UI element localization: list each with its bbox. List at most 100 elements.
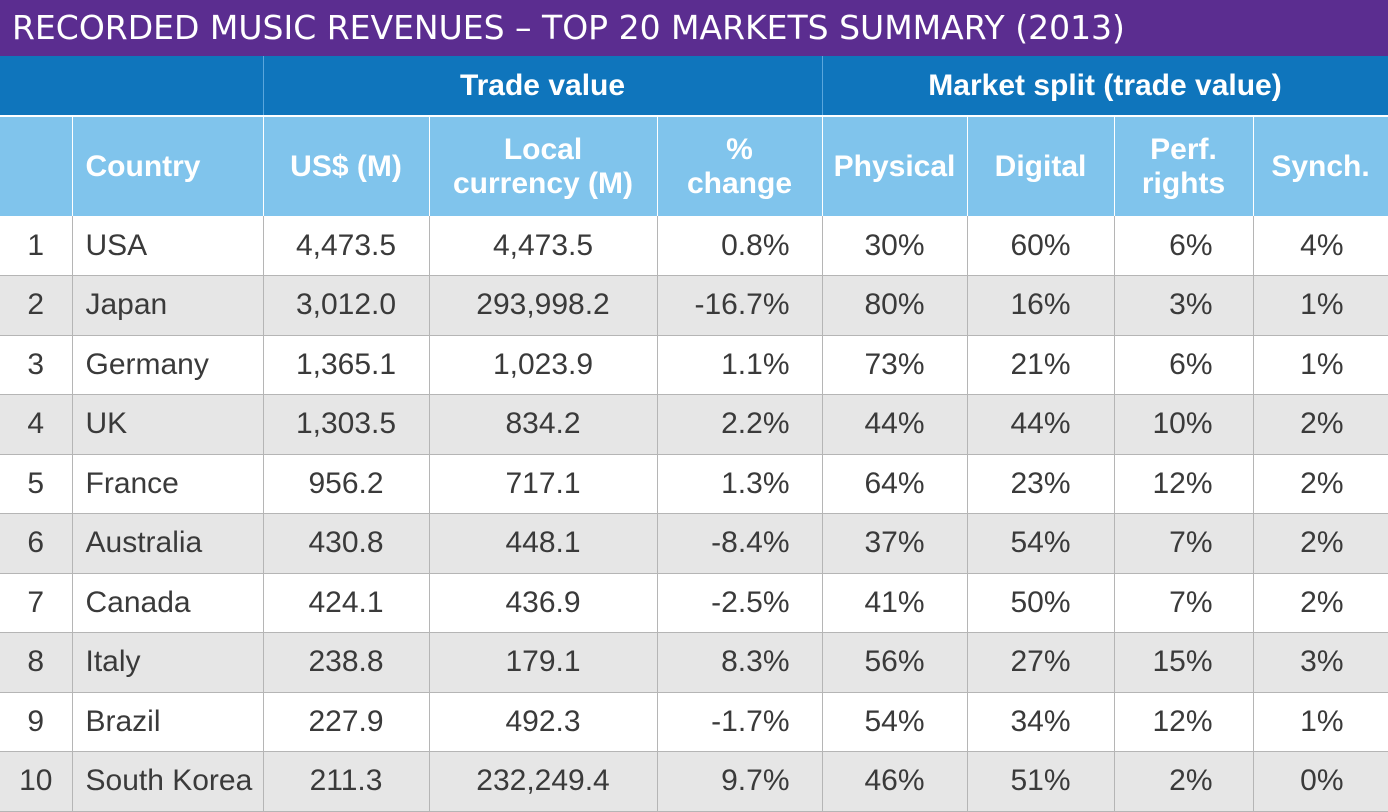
column-header-row: Country US$ (M) Local currency (M) % cha… <box>0 115 1388 216</box>
table-row: 9 Brazil 227.9 492.3 -1.7% 54% 34% 12% 1… <box>0 692 1388 752</box>
column-header-usd: US$ (M) <box>263 115 430 216</box>
cell-country: France <box>72 454 264 514</box>
table-row: 8 Italy 238.8 179.1 8.3% 56% 27% 15% 3% <box>0 632 1388 693</box>
cell-local: 4,473.5 <box>429 216 658 276</box>
cell-rank: 6 <box>0 513 73 574</box>
cell-digital: 27% <box>967 632 1115 693</box>
cell-synch: 2% <box>1253 454 1388 514</box>
cell-country: Canada <box>72 573 264 633</box>
cell-perf: 12% <box>1114 454 1254 514</box>
cell-country: USA <box>72 216 264 276</box>
cell-synch: 4% <box>1253 216 1388 276</box>
cell-digital: 60% <box>967 216 1115 276</box>
cell-perf: 10% <box>1114 394 1254 455</box>
column-header-perf-line2: rights <box>1141 166 1226 200</box>
column-header-change: % change <box>657 115 823 216</box>
cell-change: 0.8% <box>657 216 823 276</box>
table-row: 6 Australia 430.8 448.1 -8.4% 37% 54% 7%… <box>0 513 1388 574</box>
table-row: 1 USA 4,473.5 4,473.5 0.8% 30% 60% 6% 4% <box>0 216 1388 276</box>
cell-rank: 8 <box>0 632 73 693</box>
cell-local: 717.1 <box>429 454 658 514</box>
cell-synch: 2% <box>1253 573 1388 633</box>
cell-usd: 238.8 <box>263 632 430 693</box>
cell-change: -16.7% <box>657 275 823 336</box>
cell-local: 834.2 <box>429 394 658 455</box>
cell-usd: 4,473.5 <box>263 216 430 276</box>
cell-rank: 1 <box>0 216 73 276</box>
cell-digital: 50% <box>967 573 1115 633</box>
cell-digital: 44% <box>967 394 1115 455</box>
column-header-change-line1: % <box>726 132 753 166</box>
cell-local: 179.1 <box>429 632 658 693</box>
revenue-table: Trade value Market split (trade value) C… <box>0 56 1388 812</box>
group-header-trade-value: Trade value <box>263 56 823 116</box>
cell-rank: 3 <box>0 335 73 395</box>
column-header-perf-rights: Perf. rights <box>1114 115 1254 216</box>
cell-rank: 5 <box>0 454 73 514</box>
group-header-market-split: Market split (trade value) <box>822 56 1388 116</box>
cell-local: 1,023.9 <box>429 335 658 395</box>
column-header-physical: Physical <box>822 115 968 216</box>
cell-local: 436.9 <box>429 573 658 633</box>
cell-country: Italy <box>72 632 264 693</box>
cell-usd: 3,012.0 <box>263 275 430 336</box>
cell-country: Germany <box>72 335 264 395</box>
cell-perf: 7% <box>1114 573 1254 633</box>
cell-change: -8.4% <box>657 513 823 574</box>
cell-perf: 15% <box>1114 632 1254 693</box>
cell-usd: 424.1 <box>263 573 430 633</box>
column-header-rank <box>0 115 73 216</box>
group-header-row: Trade value Market split (trade value) <box>0 56 1388 116</box>
cell-digital: 51% <box>967 751 1115 812</box>
cell-local: 448.1 <box>429 513 658 574</box>
column-header-change-line2: change <box>686 166 793 200</box>
cell-digital: 23% <box>967 454 1115 514</box>
cell-change: 8.3% <box>657 632 823 693</box>
cell-physical: 56% <box>822 632 968 693</box>
column-header-synch: Synch. <box>1253 115 1388 216</box>
cell-physical: 41% <box>822 573 968 633</box>
cell-perf: 2% <box>1114 751 1254 812</box>
table-row: 7 Canada 424.1 436.9 -2.5% 41% 50% 7% 2% <box>0 573 1388 633</box>
cell-physical: 44% <box>822 394 968 455</box>
cell-digital: 34% <box>967 692 1115 752</box>
table-row: 2 Japan 3,012.0 293,998.2 -16.7% 80% 16%… <box>0 275 1388 336</box>
column-header-local-line2: currency (M) <box>452 166 634 200</box>
column-header-country: Country <box>72 115 264 216</box>
cell-physical: 37% <box>822 513 968 574</box>
cell-change: -2.5% <box>657 573 823 633</box>
table-row: 10 South Korea 211.3 232,249.4 9.7% 46% … <box>0 751 1388 812</box>
cell-country: Australia <box>72 513 264 574</box>
cell-synch: 2% <box>1253 394 1388 455</box>
cell-synch: 0% <box>1253 751 1388 812</box>
cell-digital: 16% <box>967 275 1115 336</box>
cell-physical: 64% <box>822 454 968 514</box>
column-header-local-line1: Local <box>503 132 583 166</box>
cell-usd: 1,365.1 <box>263 335 430 395</box>
column-header-digital: Digital <box>967 115 1115 216</box>
cell-usd: 211.3 <box>263 751 430 812</box>
column-header-local-currency: Local currency (M) <box>429 115 658 216</box>
cell-perf: 6% <box>1114 335 1254 395</box>
table-row: 5 France 956.2 717.1 1.3% 64% 23% 12% 2% <box>0 454 1388 514</box>
cell-rank: 9 <box>0 692 73 752</box>
cell-country: Brazil <box>72 692 264 752</box>
cell-synch: 1% <box>1253 692 1388 752</box>
cell-physical: 46% <box>822 751 968 812</box>
cell-local: 232,249.4 <box>429 751 658 812</box>
cell-change: 1.3% <box>657 454 823 514</box>
cell-rank: 7 <box>0 573 73 633</box>
cell-change: 1.1% <box>657 335 823 395</box>
cell-usd: 956.2 <box>263 454 430 514</box>
cell-usd: 1,303.5 <box>263 394 430 455</box>
cell-perf: 12% <box>1114 692 1254 752</box>
cell-rank: 2 <box>0 275 73 336</box>
cell-rank: 4 <box>0 394 73 455</box>
cell-change: 9.7% <box>657 751 823 812</box>
cell-usd: 227.9 <box>263 692 430 752</box>
cell-change: 2.2% <box>657 394 823 455</box>
cell-country: Japan <box>72 275 264 336</box>
cell-synch: 2% <box>1253 513 1388 574</box>
table-row: 3 Germany 1,365.1 1,023.9 1.1% 73% 21% 6… <box>0 335 1388 395</box>
cell-perf: 3% <box>1114 275 1254 336</box>
